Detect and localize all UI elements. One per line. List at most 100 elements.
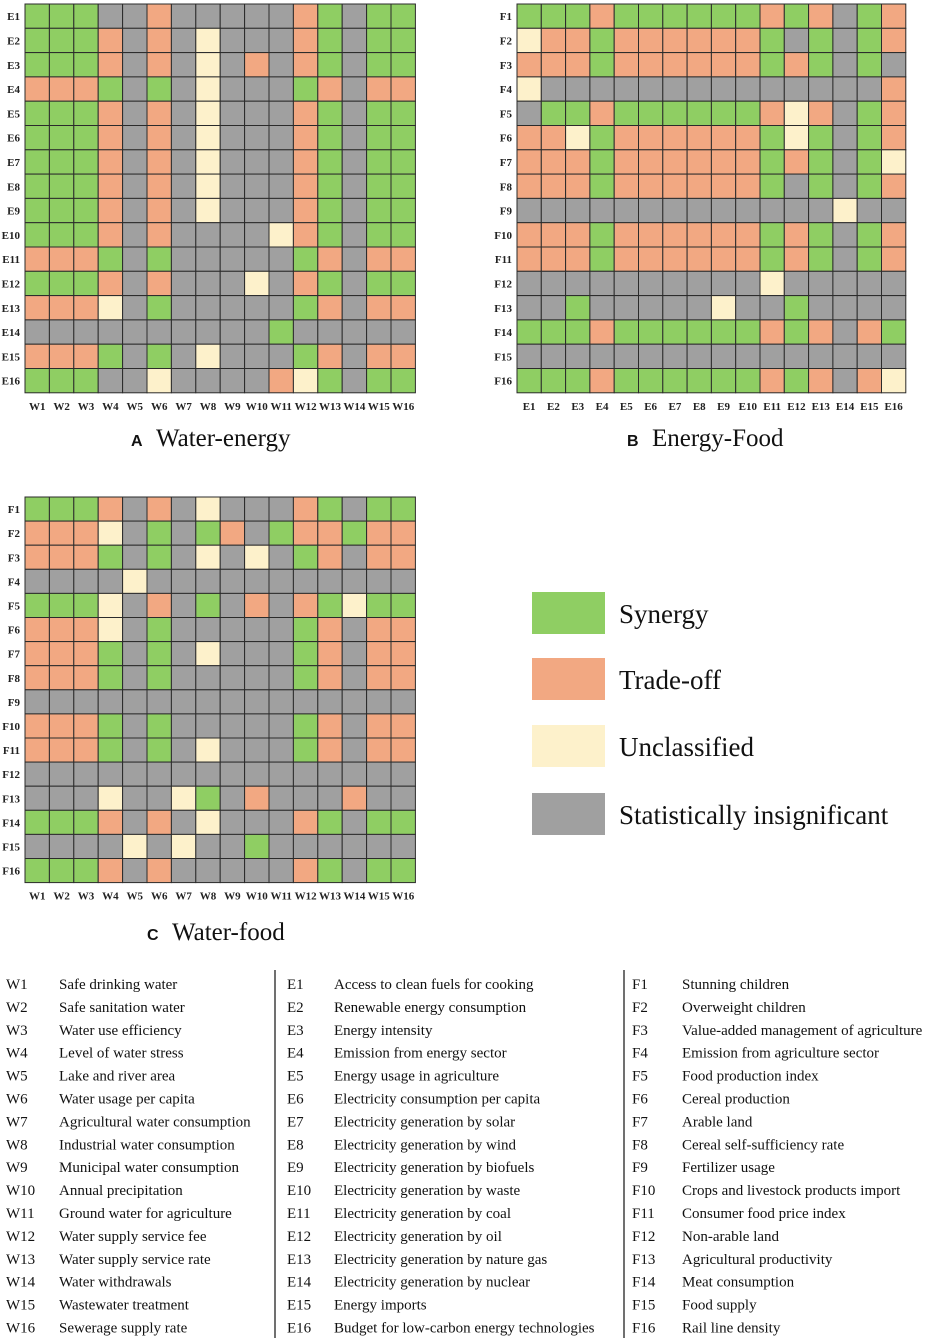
- key-description: Agricultural productivity: [682, 1252, 833, 1268]
- heatmap-cell: [48, 737, 75, 763]
- heatmap-cell: [268, 858, 294, 884]
- heatmap-cell: [292, 617, 319, 643]
- heatmap-cell: [341, 27, 368, 54]
- heatmap-cell: [710, 173, 737, 199]
- heatmap-cell: [366, 246, 392, 272]
- heatmap-cell: [24, 568, 50, 594]
- key-row: W1 Safe drinking water: [6, 977, 177, 993]
- heatmap-cell: [195, 270, 221, 297]
- heatmap-cell: [97, 27, 124, 54]
- heatmap-cell: [268, 833, 294, 860]
- heatmap-cell: [146, 222, 172, 248]
- heatmap-cell: [662, 246, 688, 272]
- heatmap-cell: [589, 197, 615, 224]
- key-row: W15 Wastewater treatment: [6, 1298, 190, 1314]
- key-row: W3 Water use efficiency: [6, 1023, 182, 1039]
- key-row: W16 Sewerage supply rate: [6, 1321, 188, 1337]
- heatmap-cell: [540, 173, 567, 199]
- heatmap-cell: [170, 246, 197, 272]
- row-label: E4: [7, 84, 20, 96]
- key-code: F12: [632, 1229, 655, 1245]
- heatmap-cell: [390, 592, 416, 619]
- heatmap-cell: [856, 295, 883, 321]
- column-label: W3: [78, 401, 95, 413]
- heatmap-cell: [638, 76, 664, 102]
- heatmap-cell: [540, 222, 567, 248]
- heatmap-cell: [292, 222, 319, 248]
- heatmap-cell: [516, 76, 542, 102]
- heatmap-cell: [735, 222, 761, 248]
- key-description: Safe sanitation water: [59, 1000, 185, 1016]
- key-code: W14: [6, 1275, 36, 1291]
- column-label: W12: [295, 891, 318, 903]
- heatmap-cell: [244, 496, 270, 522]
- heatmap-cell: [122, 641, 148, 667]
- heatmap-cell: [856, 319, 883, 345]
- heatmap-cell: [735, 173, 761, 199]
- key-code: W10: [6, 1183, 35, 1199]
- heatmap-cell: [219, 52, 246, 78]
- heatmap-cell: [390, 568, 416, 594]
- key-code: E2: [287, 1000, 304, 1016]
- heatmap-cell: [589, 343, 615, 370]
- heatmap-cell: [317, 295, 343, 321]
- key-description: Fertilizer usage: [682, 1160, 775, 1176]
- row-label: E12: [2, 278, 21, 290]
- heatmap-cell: [292, 343, 319, 370]
- heatmap-cell: [735, 3, 761, 29]
- heatmap-cell: [516, 295, 542, 321]
- column-label: W11: [270, 891, 291, 903]
- key-description: Arable land: [682, 1114, 753, 1130]
- heatmap-cell: [366, 617, 392, 643]
- heatmap-cell: [292, 713, 319, 739]
- heatmap-cell: [390, 270, 416, 297]
- heatmap-cell: [195, 833, 221, 860]
- heatmap-cell: [73, 173, 99, 199]
- heatmap-cell: [317, 246, 343, 272]
- heatmap-cell: [686, 76, 712, 102]
- heatmap-cell: [589, 149, 615, 175]
- column-label: E14: [836, 401, 855, 413]
- key-row: E16 Budget for low-carbon energy technolo…: [287, 1321, 595, 1337]
- row-label: F14: [2, 817, 20, 829]
- heatmap-cell: [710, 125, 737, 151]
- heatmap-cell: [73, 319, 99, 345]
- heatmap-cell: [317, 641, 343, 667]
- heatmap-cell: [735, 149, 761, 175]
- key-code: F7: [632, 1114, 648, 1130]
- row-label: E10: [2, 230, 21, 242]
- column-label: W10: [246, 401, 269, 413]
- heatmap-cell: [48, 833, 75, 860]
- heatmap-cell: [881, 100, 907, 126]
- heatmap-cell: [881, 76, 907, 102]
- heatmap-cell: [759, 3, 785, 29]
- heatmap-cell: [122, 665, 148, 691]
- heatmap-cell: [366, 713, 392, 739]
- legend-item: Synergy: [532, 592, 709, 634]
- heatmap-cell: [366, 3, 392, 29]
- heatmap-cell: [613, 100, 640, 126]
- heatmap-cell: [317, 665, 343, 691]
- heatmap-cell: [48, 27, 75, 54]
- heatmap-cell: [516, 246, 542, 272]
- heatmap-cell: [735, 295, 761, 321]
- heatmap-cell: [565, 76, 591, 102]
- heatmap-cell: [292, 785, 319, 811]
- heatmap-cell: [170, 149, 197, 175]
- heatmap-cell: [48, 592, 75, 619]
- heatmap-cell: [735, 27, 761, 54]
- heatmap-cell: [516, 319, 542, 345]
- heatmap-cell: [146, 568, 172, 594]
- heatmap-cell: [219, 833, 246, 860]
- heatmap-cell: [292, 125, 319, 151]
- heatmap-cell: [219, 270, 246, 297]
- heatmap-cell: [195, 149, 221, 175]
- heatmap-cell: [48, 52, 75, 78]
- key-code: F10: [632, 1183, 655, 1199]
- heatmap-cell: [146, 520, 172, 546]
- heatmap-cell: [292, 270, 319, 297]
- heatmap-cell: [97, 713, 124, 739]
- heatmap-cell: [856, 343, 883, 370]
- key-row: E8 Electricity generation by wind: [287, 1137, 517, 1153]
- heatmap-cell: [122, 76, 148, 102]
